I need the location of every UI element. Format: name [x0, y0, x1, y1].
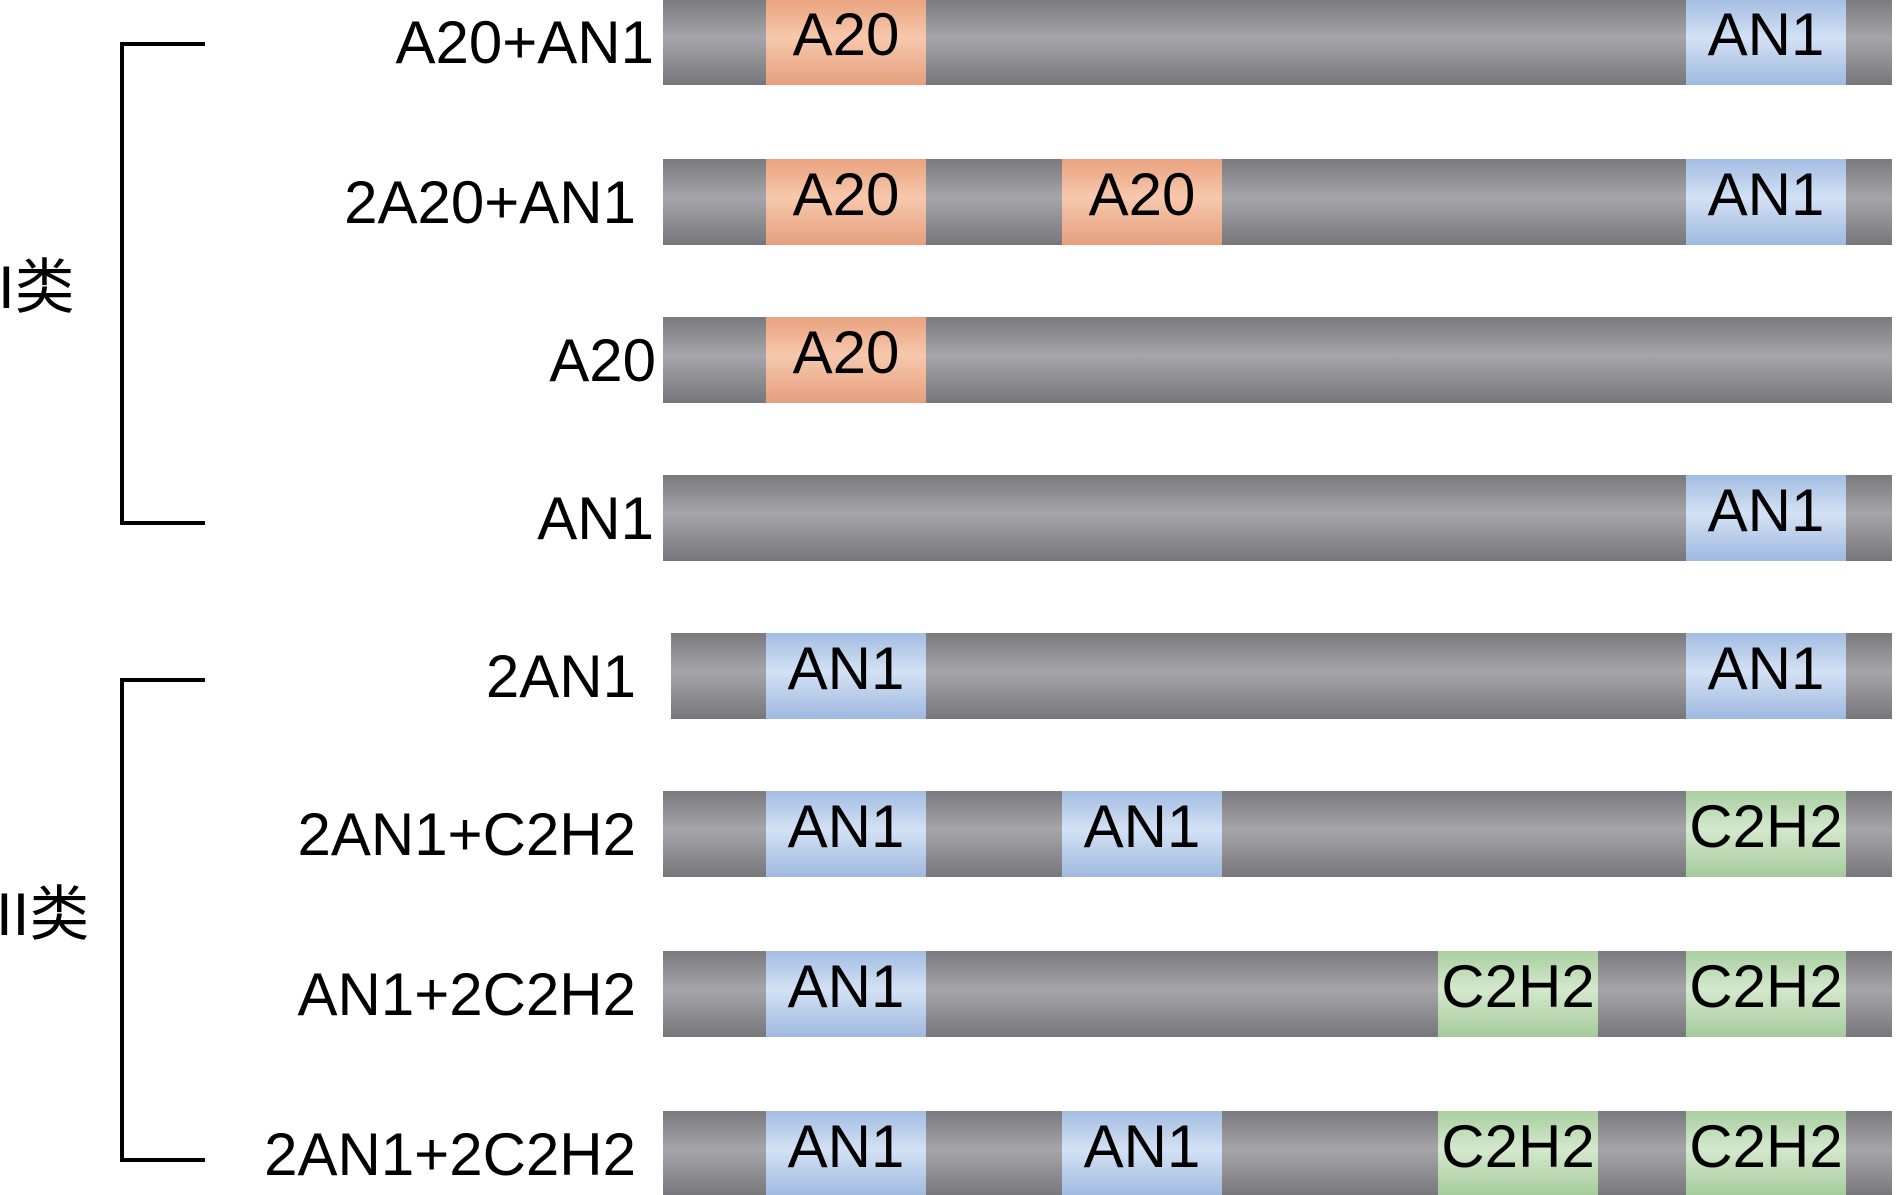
domain-box-an1: [766, 951, 926, 1037]
domain-box-c2h2: [1438, 1111, 1598, 1195]
domain-box-an1: [1686, 0, 1846, 85]
domain-label: AN1: [788, 1113, 905, 1180]
protein-row: 2A20+AN1 A20 A20 AN1: [344, 159, 1892, 245]
domain-label: AN1: [1084, 793, 1201, 860]
protein-row: 2AN1+2C2H2 AN1 AN1 C2H2 C2H2: [264, 1111, 1892, 1195]
class-label-1: I类: [0, 254, 75, 321]
domain-box-a20: [1062, 159, 1222, 245]
protein-row: AN1 AN1: [537, 475, 1892, 561]
domain-box-an1: [1062, 1111, 1222, 1195]
row-label: 2AN1: [486, 643, 636, 710]
protein-row: A20 A20: [549, 317, 1892, 403]
row-label: A20+AN1: [395, 9, 654, 76]
protein-row: 2AN1+C2H2 AN1 AN1 C2H2: [297, 791, 1892, 877]
domain-box-an1: [766, 633, 926, 719]
domain-box-c2h2: [1686, 791, 1846, 877]
domain-label: AN1: [1084, 1113, 1201, 1180]
domain-label: AN1: [1708, 635, 1825, 702]
row-label: AN1+2C2H2: [297, 961, 636, 1028]
domain-label: C2H2: [1689, 793, 1842, 860]
domain-label: C2H2: [1441, 953, 1594, 1020]
domain-box-c2h2: [1438, 951, 1598, 1037]
protein-row: 2AN1 AN1 AN1: [486, 633, 1892, 719]
domain-box-c2h2: [1686, 951, 1846, 1037]
row-label: AN1: [537, 485, 654, 552]
domain-label: C2H2: [1441, 1113, 1594, 1180]
row-label: 2AN1+2C2H2: [264, 1121, 636, 1188]
class-label-2: II类: [0, 881, 89, 948]
domain-label: C2H2: [1689, 1113, 1842, 1180]
domain-label: AN1: [1708, 161, 1825, 228]
domain-box-an1: [766, 1111, 926, 1195]
domain-box-an1: [1686, 475, 1846, 561]
domain-label: AN1: [1708, 1, 1825, 68]
domain-label: C2H2: [1689, 953, 1842, 1020]
domain-box-a20: [766, 0, 926, 85]
row-label: 2AN1+C2H2: [297, 801, 636, 868]
domain-box-a20: [766, 317, 926, 403]
domain-box-an1: [1062, 791, 1222, 877]
domain-label: AN1: [788, 953, 905, 1020]
domain-box-a20: [766, 159, 926, 245]
row-label: 2A20+AN1: [344, 169, 636, 236]
class-bracket-1: [120, 42, 205, 525]
domain-label: A20: [793, 319, 900, 386]
domain-label: AN1: [788, 793, 905, 860]
domain-label: A20: [1089, 161, 1196, 228]
domain-label: A20: [793, 1, 900, 68]
domain-label: A20: [793, 161, 900, 228]
class-bracket-2: [120, 678, 205, 1162]
protein-row: A20+AN1 A20 AN1: [395, 0, 1892, 85]
domain-label: AN1: [1708, 477, 1825, 544]
domain-box-an1: [1686, 633, 1846, 719]
row-label: A20: [549, 327, 656, 394]
domain-box-c2h2: [1686, 1111, 1846, 1195]
protein-row: AN1+2C2H2 AN1 C2H2 C2H2: [297, 951, 1892, 1037]
domain-box-an1: [1686, 159, 1846, 245]
domain-box-an1: [766, 791, 926, 877]
domain-label: AN1: [788, 635, 905, 702]
